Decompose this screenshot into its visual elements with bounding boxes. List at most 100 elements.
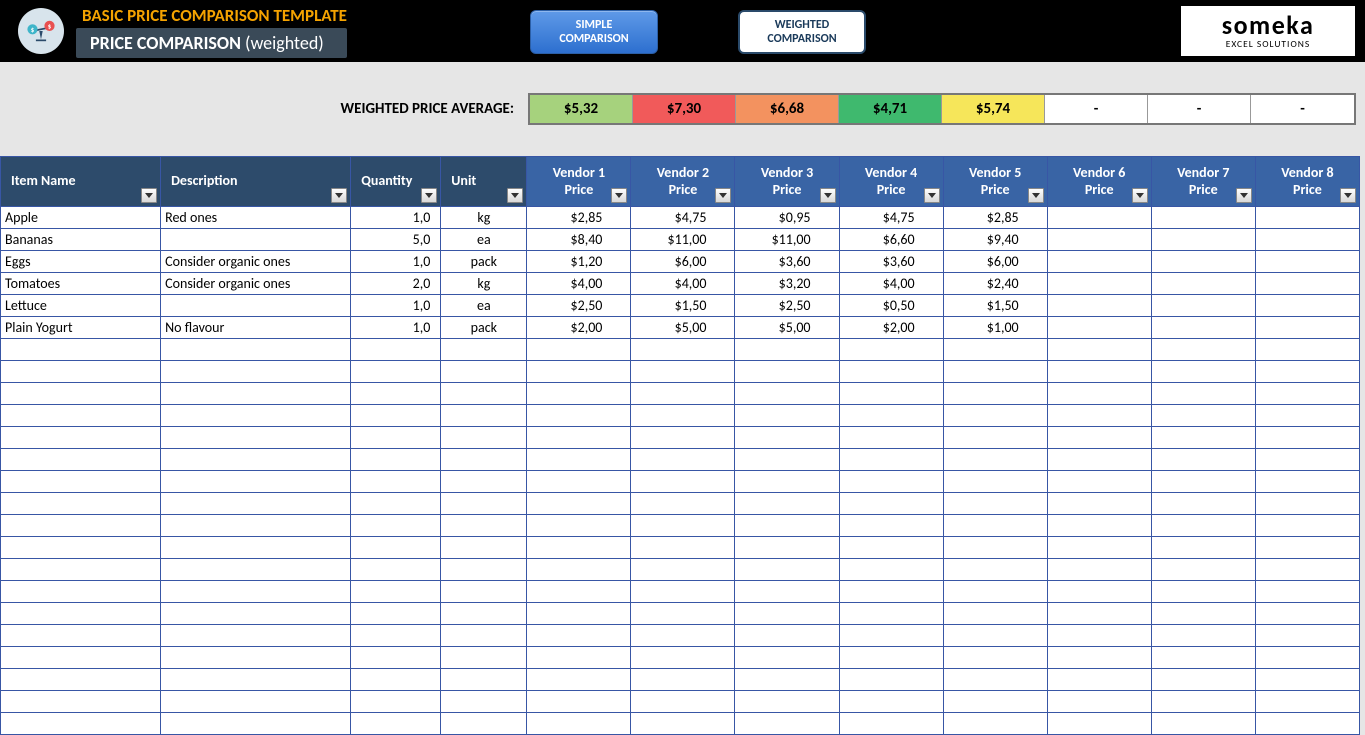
cell[interactable] <box>1 647 161 669</box>
cell[interactable] <box>441 713 527 735</box>
cell[interactable] <box>351 339 441 361</box>
cell[interactable]: $2,40 <box>943 273 1047 295</box>
cell[interactable]: $1,50 <box>943 295 1047 317</box>
cell[interactable] <box>527 581 631 603</box>
cell[interactable] <box>351 581 441 603</box>
weighted-comparison-button[interactable]: WEIGHTED COMPARISON <box>738 10 866 54</box>
cell[interactable] <box>631 581 735 603</box>
cell[interactable] <box>631 361 735 383</box>
cell[interactable] <box>1151 295 1255 317</box>
cell[interactable] <box>351 559 441 581</box>
col-quantity-filter-button[interactable] <box>421 188 437 203</box>
cell[interactable] <box>1047 273 1151 295</box>
cell[interactable] <box>161 515 351 537</box>
cell[interactable] <box>943 625 1047 647</box>
cell[interactable] <box>527 537 631 559</box>
cell[interactable] <box>1255 603 1359 625</box>
cell[interactable] <box>351 537 441 559</box>
cell[interactable] <box>1 559 161 581</box>
cell[interactable] <box>735 603 839 625</box>
cell[interactable]: $0,50 <box>839 295 943 317</box>
cell[interactable] <box>1255 361 1359 383</box>
cell[interactable] <box>631 471 735 493</box>
cell[interactable] <box>441 625 527 647</box>
cell[interactable] <box>441 405 527 427</box>
cell[interactable] <box>527 471 631 493</box>
cell[interactable] <box>1047 207 1151 229</box>
cell[interactable]: $1,20 <box>527 251 631 273</box>
cell[interactable] <box>839 625 943 647</box>
cell[interactable] <box>631 647 735 669</box>
cell[interactable]: Tomatoes <box>1 273 161 295</box>
cell[interactable] <box>1047 581 1151 603</box>
cell[interactable] <box>1255 273 1359 295</box>
cell[interactable] <box>631 383 735 405</box>
cell[interactable] <box>1 427 161 449</box>
cell[interactable] <box>1255 515 1359 537</box>
cell[interactable] <box>527 405 631 427</box>
cell[interactable]: $3,60 <box>839 251 943 273</box>
col-vendor-4-price-filter-button[interactable] <box>924 188 940 203</box>
cell[interactable]: ea <box>441 229 527 251</box>
cell[interactable] <box>527 647 631 669</box>
cell[interactable] <box>735 493 839 515</box>
cell[interactable] <box>1047 229 1151 251</box>
cell[interactable]: $1,50 <box>631 295 735 317</box>
cell[interactable] <box>351 625 441 647</box>
cell[interactable] <box>1255 383 1359 405</box>
cell[interactable] <box>943 559 1047 581</box>
cell[interactable] <box>943 427 1047 449</box>
cell[interactable] <box>735 471 839 493</box>
cell[interactable] <box>735 449 839 471</box>
cell[interactable] <box>943 581 1047 603</box>
cell[interactable] <box>1151 251 1255 273</box>
cell[interactable] <box>631 603 735 625</box>
cell[interactable] <box>839 471 943 493</box>
cell[interactable] <box>943 515 1047 537</box>
cell[interactable] <box>441 339 527 361</box>
cell[interactable] <box>527 361 631 383</box>
cell[interactable]: pack <box>441 317 527 339</box>
cell[interactable]: Red ones <box>161 207 351 229</box>
cell[interactable] <box>943 647 1047 669</box>
cell[interactable] <box>839 669 943 691</box>
cell[interactable]: $3,20 <box>735 273 839 295</box>
cell[interactable] <box>631 713 735 735</box>
cell[interactable] <box>161 603 351 625</box>
cell[interactable] <box>839 603 943 625</box>
cell[interactable] <box>527 691 631 713</box>
cell[interactable] <box>1151 713 1255 735</box>
cell[interactable] <box>735 625 839 647</box>
cell[interactable] <box>735 559 839 581</box>
cell[interactable] <box>943 449 1047 471</box>
cell[interactable] <box>1 515 161 537</box>
cell[interactable] <box>161 493 351 515</box>
cell[interactable]: $4,75 <box>839 207 943 229</box>
cell[interactable] <box>1 669 161 691</box>
cell[interactable] <box>1151 449 1255 471</box>
cell[interactable]: $4,00 <box>527 273 631 295</box>
cell[interactable] <box>1151 273 1255 295</box>
cell[interactable] <box>351 405 441 427</box>
cell[interactable] <box>1151 603 1255 625</box>
cell[interactable]: $5,00 <box>735 317 839 339</box>
cell[interactable] <box>161 691 351 713</box>
cell[interactable] <box>1047 317 1151 339</box>
cell[interactable] <box>527 713 631 735</box>
cell[interactable] <box>161 713 351 735</box>
cell[interactable] <box>441 537 527 559</box>
cell[interactable]: Consider organic ones <box>161 273 351 295</box>
cell[interactable]: Eggs <box>1 251 161 273</box>
cell[interactable]: 5,0 <box>351 229 441 251</box>
cell[interactable] <box>839 713 943 735</box>
cell[interactable] <box>1151 581 1255 603</box>
cell[interactable] <box>1047 669 1151 691</box>
cell[interactable] <box>631 691 735 713</box>
cell[interactable] <box>527 603 631 625</box>
cell[interactable] <box>351 603 441 625</box>
cell[interactable] <box>351 647 441 669</box>
cell[interactable] <box>1047 295 1151 317</box>
cell[interactable]: $4,75 <box>631 207 735 229</box>
cell[interactable]: Plain Yogurt <box>1 317 161 339</box>
cell[interactable] <box>161 427 351 449</box>
